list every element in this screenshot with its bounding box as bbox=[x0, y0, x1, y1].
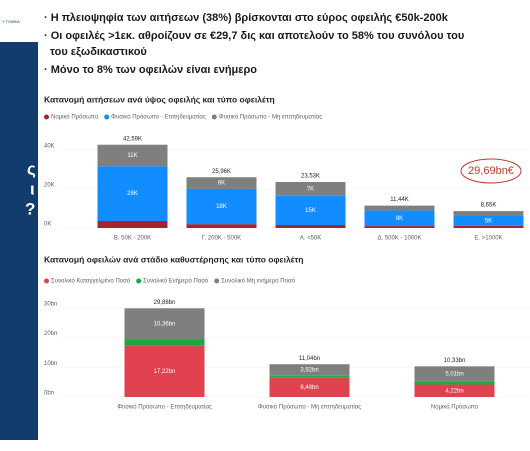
bar-segment bbox=[453, 215, 524, 226]
total-label: 23,53K bbox=[301, 174, 320, 180]
legend-swatch bbox=[214, 278, 220, 284]
x-tick-label: Νομικό Πρόσωπο bbox=[431, 404, 479, 411]
value-label: 10,36bn bbox=[154, 321, 176, 327]
legend-label: Νομικό Πρόσωπο bbox=[51, 114, 99, 121]
value-label: 3,92bn bbox=[300, 368, 318, 374]
legend-swatch bbox=[44, 114, 49, 120]
bar-segment bbox=[124, 339, 205, 346]
x-tick-label: Α. <50K bbox=[300, 236, 322, 242]
total-label: 11,04bn bbox=[299, 356, 320, 362]
y-tick-label: 10bn bbox=[44, 361, 57, 367]
bar-segment bbox=[414, 381, 495, 385]
side-text: ? bbox=[25, 199, 35, 218]
legend-label: Συνολικό Μη ενήμερο Ποσό bbox=[221, 278, 295, 285]
logo-text: Υ ΤΟΜΕΑ bbox=[2, 19, 20, 24]
legend-swatch bbox=[104, 114, 110, 120]
value-label: 5K bbox=[485, 218, 492, 224]
bar-segment bbox=[275, 181, 346, 196]
x-tick-label: Β. 50K - 200K bbox=[114, 236, 151, 242]
bar-segment bbox=[275, 195, 346, 226]
bar-segment bbox=[124, 345, 205, 397]
bar-segment bbox=[124, 308, 205, 340]
value-label: 15K bbox=[305, 208, 316, 214]
total-label: 29,88bn bbox=[154, 300, 176, 306]
bar-segment bbox=[186, 177, 257, 189]
value-label: 6,48bn bbox=[300, 385, 318, 391]
annotation-ellipse bbox=[460, 158, 522, 184]
y-tick-label: 0bn bbox=[44, 391, 54, 397]
bar-segment bbox=[414, 384, 495, 397]
bar-segment bbox=[97, 144, 168, 167]
value-label: 28K bbox=[127, 191, 138, 197]
bar-segment bbox=[97, 220, 168, 228]
bar-segment bbox=[186, 188, 257, 225]
value-label: 5,01bn bbox=[445, 371, 463, 377]
total-label: 8,65K bbox=[481, 203, 497, 209]
bar-segment bbox=[269, 375, 350, 378]
value-label: 11K bbox=[127, 153, 137, 159]
legend-swatch bbox=[136, 278, 142, 284]
value-label: 8K bbox=[396, 216, 403, 222]
bar-segment bbox=[414, 366, 495, 382]
bar-segment bbox=[269, 377, 350, 397]
legend-swatch bbox=[44, 278, 49, 284]
y-tick-label: 30bn bbox=[44, 302, 57, 308]
legend-swatch bbox=[211, 114, 217, 120]
total-label: 42,59K bbox=[123, 136, 142, 142]
value-label: 18K bbox=[216, 204, 227, 210]
bar-segment bbox=[97, 166, 168, 221]
total-label: 25,96K bbox=[212, 169, 231, 175]
value-label: 6K bbox=[218, 181, 225, 187]
bullet: · Μόνο το 8% των οφειλών είναι ενήμερο bbox=[44, 64, 257, 76]
x-tick-label: Ε. >1000K bbox=[474, 236, 502, 242]
bullet: · Η πλειοψηφία των αιτήσεων (38%) βρίσκο… bbox=[44, 12, 449, 24]
x-tick-label: Γ. 200K - 500K bbox=[202, 236, 241, 242]
bar-segment bbox=[364, 210, 435, 227]
total-label: 11,44K bbox=[390, 197, 409, 203]
total-label: 10,33bn bbox=[444, 358, 466, 364]
side-panel bbox=[0, 42, 38, 440]
y-tick-label: 40K bbox=[44, 143, 55, 149]
bullet: του εξωδικαστικού bbox=[50, 46, 147, 58]
legend-label: Φυσικό Πρόσωπο - Μη επιτηδευματίας bbox=[219, 114, 322, 121]
value-label: 7K bbox=[307, 186, 314, 192]
chart-title: Κατανομή οφειλών ανά στάδιο καθυστέρησης… bbox=[44, 254, 304, 264]
bar-segment bbox=[364, 226, 435, 228]
value-label: 4,22bn bbox=[445, 388, 463, 394]
x-tick-label: Φυσικό Πρόσωπο - Επιτηδευματίας bbox=[117, 404, 212, 411]
bar-segment bbox=[364, 205, 435, 211]
bar-segment bbox=[275, 225, 346, 228]
x-tick-label: Φυσικό Πρόσωπο - Μη επιτηδευματίας bbox=[258, 404, 361, 411]
legend-label: Φυσικό Πρόσωπο - Επιτηδευματίας bbox=[111, 114, 206, 121]
bar-segment bbox=[269, 364, 350, 376]
annotation: 29,69bn€ bbox=[468, 165, 514, 177]
y-tick-label: 0K bbox=[44, 222, 51, 228]
y-tick-label: 20bn bbox=[44, 331, 57, 337]
bar-segment bbox=[453, 211, 524, 216]
legend-label: Συνολικό Ενήμερο Ποσό bbox=[143, 278, 209, 285]
chart-title: Κατανομή αιτήσεων ανά ύψος οφειλής και τ… bbox=[44, 94, 275, 104]
bullet: · Οι οφειλές >1εκ. αθροίζουν σε €29,7 δι… bbox=[44, 30, 464, 42]
side-text: ι bbox=[30, 179, 35, 198]
legend-label: Συνολικό Καταγγελμένο Ποσό bbox=[51, 278, 131, 285]
value-label: 17,22bn bbox=[154, 369, 176, 375]
y-tick-label: 20K bbox=[44, 182, 55, 188]
bar-segment bbox=[186, 224, 257, 228]
bar-segment bbox=[453, 225, 524, 228]
x-tick-label: Δ. 500K - 1000K bbox=[377, 236, 421, 242]
side-text: ς bbox=[27, 159, 36, 178]
